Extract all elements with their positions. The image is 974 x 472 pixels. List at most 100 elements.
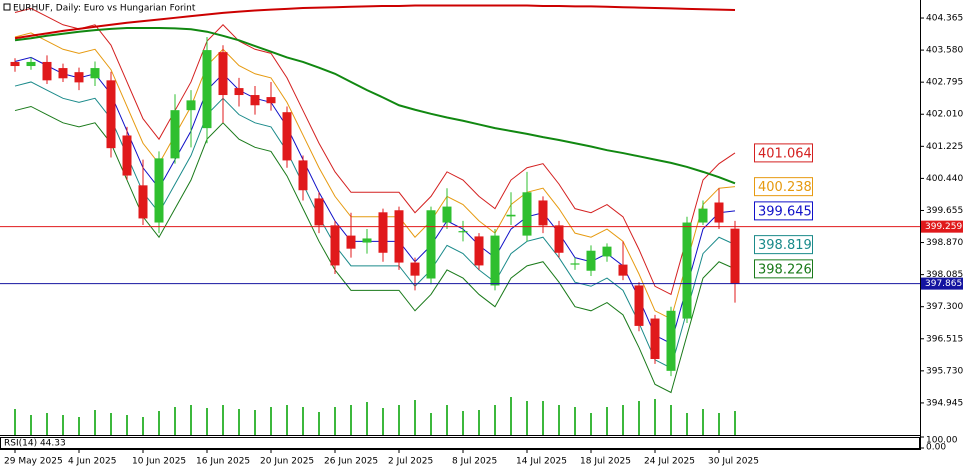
candle-body — [554, 225, 564, 253]
price-tag — [921, 277, 963, 290]
candle-body — [122, 135, 132, 176]
moving-average — [14, 4, 736, 40]
candle-body — [714, 202, 724, 223]
band-tag-label: 398.819 — [758, 238, 812, 253]
candle-body — [570, 263, 580, 265]
candle-body — [90, 68, 100, 79]
candle-body — [650, 318, 660, 359]
candle-body — [106, 80, 116, 149]
candle-body — [10, 61, 20, 67]
candle-body — [602, 246, 612, 257]
y-tick-label: 394.945 — [926, 398, 963, 408]
band-line — [14, 56, 736, 345]
x-tick-label: 14 Jul 2025 — [516, 457, 567, 467]
candle-body — [682, 222, 692, 319]
y-tick-label: 403.580 — [926, 46, 963, 56]
band-line — [14, 105, 736, 394]
candle-body — [314, 198, 324, 226]
x-tick-label: 18 Jul 2025 — [580, 457, 631, 467]
y-tick-label: 404.365 — [926, 14, 963, 24]
candle-body — [362, 238, 372, 243]
band-tag — [754, 177, 813, 197]
candle-body — [378, 212, 388, 253]
candle-body — [634, 285, 644, 326]
candle-body — [74, 72, 84, 83]
rsi-tick-label: 100.00 — [926, 436, 958, 446]
y-tick-label: 398.085 — [926, 270, 963, 280]
candle-body — [298, 160, 308, 191]
y-tick-label: 398.870 — [926, 238, 963, 248]
y-tick-label: 400.440 — [926, 174, 963, 184]
candle-body — [442, 206, 452, 223]
x-tick-label: 4 Jun 2025 — [68, 457, 116, 467]
x-tick-label: 20 Jun 2025 — [260, 457, 314, 467]
candle-body — [474, 236, 484, 266]
y-tick-label: 399.655 — [926, 206, 963, 216]
price-tag — [921, 220, 963, 233]
x-tick-label: 16 Jun 2025 — [196, 457, 250, 467]
candle-body — [586, 250, 596, 271]
x-tick-label: 8 Jul 2025 — [452, 457, 497, 467]
band-tag — [754, 143, 813, 163]
rsi-panel-border — [0, 437, 920, 449]
x-tick-label: 30 Jul 2025 — [708, 457, 759, 467]
candle-body — [394, 210, 404, 263]
candle-body — [202, 50, 212, 129]
band-tag-label: 400.238 — [758, 180, 812, 195]
band-line — [14, 81, 736, 369]
candle-body — [218, 52, 228, 96]
moving-average — [14, 27, 736, 185]
candle-body — [666, 310, 676, 371]
band-line — [14, 7, 736, 296]
price-tag-label: 399.259 — [925, 222, 962, 232]
y-tick-label: 396.515 — [926, 334, 963, 344]
y-tick-label: 397.300 — [926, 302, 963, 312]
rsi-tick-label: 0.00 — [926, 443, 946, 453]
rsi-label: RSI(14) 44.33 — [4, 439, 66, 449]
band-tag-label: 399.645 — [758, 204, 812, 219]
candle-body — [698, 208, 708, 223]
x-tick-label: 2 Jul 2025 — [388, 457, 433, 467]
candle-body — [346, 235, 356, 249]
price-tag-label: 397.865 — [925, 279, 962, 289]
candle-body — [42, 61, 52, 81]
band-tag — [754, 235, 813, 255]
candle-body — [282, 112, 292, 161]
x-tick-label: 29 May 2025 — [4, 457, 63, 467]
y-tick-label: 395.730 — [926, 366, 963, 376]
band-tag — [754, 259, 813, 279]
candle-body — [186, 100, 196, 111]
candle-body — [506, 214, 516, 217]
y-tick-label: 402.795 — [926, 78, 963, 88]
candle-body — [170, 110, 180, 159]
band-line — [14, 32, 736, 320]
candle-body — [266, 97, 276, 104]
candle-body — [138, 185, 148, 219]
candle-body — [490, 235, 500, 286]
candle-body — [58, 68, 68, 79]
candle-body — [154, 158, 164, 223]
candle-body — [538, 200, 548, 226]
band-tag-label: 401.064 — [758, 146, 812, 161]
candle-body — [410, 262, 420, 276]
x-tick-label: 10 Jun 2025 — [132, 457, 186, 467]
candle-body — [250, 95, 260, 106]
candle-body — [330, 225, 340, 266]
candle-body — [618, 264, 628, 276]
layers: 401.064 400.238 399.645 398.819 398.226 — [0, 4, 920, 435]
candle-body — [26, 61, 36, 67]
x-tick-label: 24 Jul 2025 — [644, 457, 695, 467]
y-tick-label: 402.010 — [926, 110, 963, 120]
candle-body — [426, 210, 436, 279]
band-tag-label: 398.226 — [758, 262, 812, 277]
candle-body — [234, 88, 244, 96]
candle-body — [730, 228, 740, 284]
band-tag — [754, 201, 813, 221]
candle-body — [458, 231, 468, 233]
candle-body — [522, 192, 532, 236]
chart-title: EURHUF, Daily: Euro vs Hungarian Forint — [13, 4, 196, 14]
symbol-icon — [3, 3, 11, 11]
y-tick-label: 401.225 — [926, 142, 963, 152]
